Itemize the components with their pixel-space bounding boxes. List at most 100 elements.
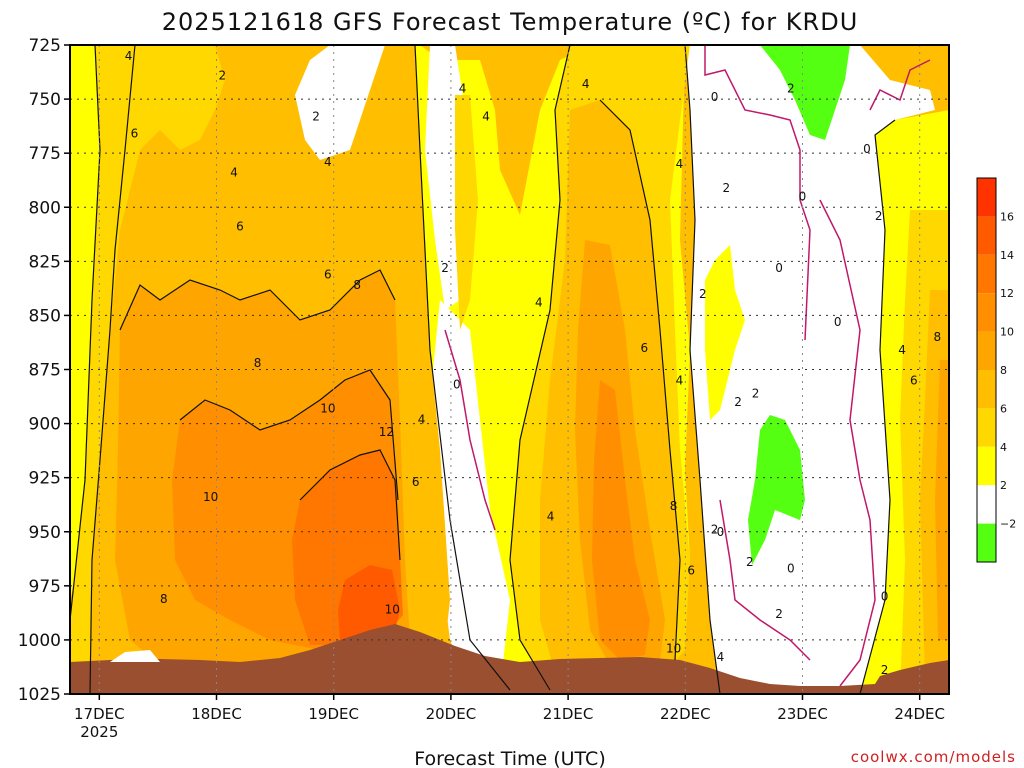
contour-label: 6 — [687, 564, 695, 578]
contour-label: 6 — [640, 341, 648, 355]
contour-line-0d — [719, 499, 811, 661]
y-tick-label: 725 — [29, 36, 61, 56]
contour-label: 2 — [752, 386, 760, 400]
colorbar-swatch — [977, 216, 996, 255]
y-tick-label: 1025 — [18, 685, 61, 705]
band-8-east — [935, 360, 949, 640]
contour-label: 0 — [711, 90, 719, 104]
contour-line-2mid — [414, 45, 511, 691]
colorbar: 16 14 12 10 8 6 4 2 −2 — [976, 177, 1016, 563]
band-0-east — [685, 45, 935, 694]
contour-label: 4 — [324, 155, 332, 169]
contour-line-2right — [684, 45, 721, 694]
contour-label: 4 — [535, 295, 543, 309]
y-tick-label: 875 — [29, 361, 61, 381]
y-tick-label: 850 — [29, 306, 61, 326]
contour-line-4mid — [509, 45, 571, 691]
contour-label: 2 — [734, 395, 742, 409]
colorbar-label: 10 — [1000, 326, 1014, 339]
contour-line-12 — [299, 449, 401, 561]
contour-label: 4 — [676, 373, 684, 387]
contour-label: 4 — [459, 81, 467, 95]
contour-label: 10 — [203, 490, 218, 504]
colorbar-label: 16 — [1000, 210, 1014, 223]
contour-label: 8 — [670, 499, 678, 513]
contour-label: 6 — [131, 127, 139, 141]
contour-label: 2 — [312, 109, 320, 123]
contour-labels: 4262446688101210846104420444464810642022… — [125, 49, 941, 677]
x-tick-label: 23DEC — [777, 705, 828, 723]
contour-label: 0 — [775, 261, 783, 275]
contour-line-8 — [119, 269, 396, 331]
contour-label: 2 — [881, 663, 889, 677]
x-axis-title: Forecast Time (UTC) — [414, 748, 605, 768]
contour-label: 2 — [775, 607, 783, 621]
contour-label: 0 — [881, 590, 889, 604]
contour-label: 8 — [160, 592, 168, 606]
y-tick-label: 900 — [29, 415, 61, 435]
contour-line-0c — [444, 329, 496, 531]
colorbar-frame — [976, 177, 997, 563]
band-0-central — [430, 300, 510, 690]
contour-label: 0 — [787, 562, 795, 576]
y-axis-ticks — [64, 44, 70, 695]
contour-line-10 — [179, 369, 399, 501]
y-tick-label: 775 — [29, 144, 61, 164]
band-6-column — [395, 45, 450, 690]
contour-label: 4 — [125, 49, 133, 63]
credit-text: coolwx.com/models — [851, 748, 1016, 766]
colorbar-label: 4 — [1000, 441, 1007, 454]
colorbar-swatch — [977, 485, 996, 524]
band-2-island-north — [705, 245, 745, 420]
y-tick-label: 925 — [29, 469, 61, 489]
contour-line-0e — [869, 59, 931, 111]
colorbar-swatch — [977, 293, 996, 332]
chart-title: 2025121618 GFS Forecast Temperature (ºC)… — [162, 8, 859, 36]
y-tick-label: 950 — [29, 523, 61, 543]
colorbar-label: 12 — [1000, 287, 1014, 300]
contour-line-2east — [859, 119, 896, 694]
contour-lines — [70, 45, 931, 694]
temperature-field — [70, 45, 949, 694]
terrain-surface — [70, 624, 949, 694]
contour-line-4w — [70, 45, 101, 621]
contour-label: 10 — [666, 642, 681, 656]
contour-label: 8 — [933, 330, 941, 344]
contour-line-6mid — [599, 99, 681, 661]
contour-label: 0 — [863, 142, 871, 156]
contour-label: 2 — [875, 209, 883, 223]
contour-label: 4 — [582, 77, 590, 91]
colorbar-swatch — [977, 331, 996, 370]
x-tick-label: 19DEC — [308, 705, 359, 723]
contour-label: 4 — [547, 510, 555, 524]
colorbar-swatch — [977, 370, 996, 409]
contour-line-0b — [819, 199, 876, 687]
band-4-west — [70, 45, 225, 694]
contour-label: 8 — [353, 278, 361, 292]
colorbar-label: 2 — [1000, 479, 1007, 492]
contour-line-0a — [704, 45, 811, 341]
x-tick-label: 20DEC — [426, 705, 477, 723]
y-axis-labels: 725 750 775 800 825 850 875 900 925 950 975 1000 102… — [18, 36, 61, 705]
band-10-middle — [592, 380, 650, 660]
colorbar-swatch — [977, 408, 996, 447]
x-tick-label: 24DEC — [894, 705, 945, 723]
y-tick-label: 750 — [29, 90, 61, 110]
colorbar-swatch — [977, 178, 996, 217]
contour-label: 6 — [236, 220, 244, 234]
band-4-column — [455, 95, 478, 330]
colorbar-label: 8 — [1000, 364, 1007, 377]
x-tick-label: 17DEC — [74, 705, 125, 723]
x-tick-label: 22DEC — [660, 705, 711, 723]
band-neg-central — [748, 415, 805, 565]
contour-label: 4 — [898, 343, 906, 357]
contour-label: 2 — [722, 181, 730, 195]
contour-label: 2 — [787, 81, 795, 95]
contour-label: 4 — [482, 109, 490, 123]
x-tick-label: 21DEC — [543, 705, 594, 723]
colorbar-swatch — [977, 446, 996, 486]
colorbar-label: −2 — [1000, 518, 1016, 531]
x-axis-ticks — [98, 694, 921, 700]
contour-label: 6 — [910, 373, 918, 387]
contour-label: 12 — [379, 425, 394, 439]
